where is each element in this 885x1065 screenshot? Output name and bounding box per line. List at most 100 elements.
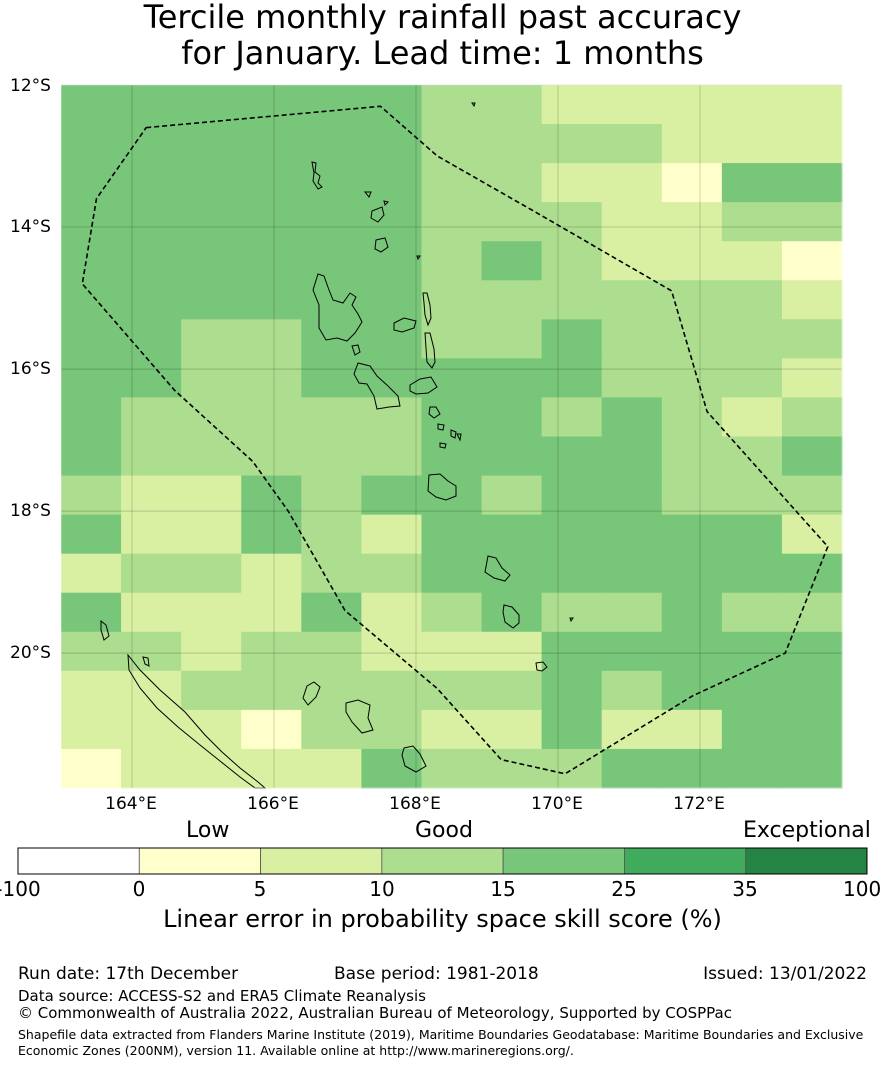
grid-cell: [721, 202, 783, 242]
grid-cell: [121, 163, 182, 203]
grid-cell: [241, 553, 302, 594]
grid-cell: [121, 202, 182, 242]
grid-cell: [481, 631, 543, 672]
coastline-malakula: [353, 362, 401, 410]
grid-cell: [781, 124, 843, 164]
grid-cell: [481, 280, 543, 320]
grid-cell: [121, 670, 182, 711]
grid-cell: [61, 514, 122, 555]
grid-cell: [721, 85, 783, 125]
grid-cell: [721, 592, 783, 633]
grid-cell: [481, 592, 543, 633]
grid-cell: [541, 241, 603, 281]
grid-cell: [661, 748, 723, 789]
coastline-loyalty-islands: [302, 681, 427, 773]
grid-cell: [661, 241, 723, 281]
grid-cell: [301, 709, 362, 750]
grid-cell: [661, 670, 723, 711]
colorbar-tick-2: 5: [253, 877, 267, 901]
coastline-maewo: [422, 292, 432, 327]
grid-cell: [481, 514, 543, 555]
shapefile-credit-2: Economic Zones (200NM), version 11. Avai…: [18, 1043, 574, 1058]
grid-cell: [61, 280, 122, 320]
grid-cell: [541, 163, 603, 203]
grid-cell: [421, 163, 483, 203]
grid-cell: [61, 670, 122, 711]
grid-cell: [721, 670, 783, 711]
run-date: Run date: 17th December: [18, 964, 239, 984]
grid-cell: [541, 514, 603, 555]
grid-cell: [301, 397, 362, 438]
grid-cell: [301, 85, 362, 125]
grid-cell: [661, 358, 723, 399]
grid-cell: [781, 670, 843, 711]
grid-cell: [361, 475, 423, 516]
grid-cell: [121, 553, 182, 594]
grid-cell: [181, 514, 242, 555]
graticule: [61, 84, 842, 788]
grid-cell: [481, 436, 543, 477]
grid-cell: [361, 553, 423, 594]
grid-cell: [481, 475, 543, 516]
grid-cell: [301, 436, 362, 477]
grid-cell: [721, 553, 783, 594]
grid-cell: [721, 631, 783, 672]
grid-cell: [421, 631, 483, 672]
grid-cell: [421, 475, 483, 516]
grid-cell: [241, 124, 302, 164]
colorbar-tick-4: 15: [490, 877, 516, 901]
grid-cell: [361, 631, 423, 672]
grid-cell: [481, 709, 543, 750]
grid-cell: [181, 709, 242, 750]
grid-cell: [541, 709, 603, 750]
issued-date: Issued: 13/01/2022: [703, 964, 867, 984]
coastline-shepherd: [437, 423, 457, 449]
grid-cell: [721, 748, 783, 789]
grid-cell: [61, 436, 122, 477]
grid-cell: [781, 319, 843, 359]
coastline-aneityum: [535, 661, 548, 672]
grid-cell: [61, 709, 122, 750]
grid-cell: [781, 358, 843, 399]
coastline-tanna: [502, 604, 520, 629]
grid-cell: [61, 319, 122, 359]
lat-label-12s: 12°S: [10, 76, 51, 96]
title-line-1: Tercile monthly rainfall past accuracy: [143, 0, 742, 36]
grid-cell: [481, 202, 543, 242]
grid-cell: [121, 241, 182, 281]
grid-cell: [61, 163, 122, 203]
grid-cell: [541, 475, 603, 516]
grid-cell: [181, 163, 242, 203]
colorbar-swatch: [138, 847, 261, 875]
grid-cell: [661, 124, 723, 164]
lon-label-168e: 168°E: [389, 794, 441, 814]
grid-cell: [481, 397, 543, 438]
eez-boundary-dashed: [81, 105, 829, 775]
grid-cell: [661, 436, 723, 477]
grid-cell: [661, 514, 723, 555]
grid-cell: [661, 631, 723, 672]
grid-cell: [181, 592, 242, 633]
grid-cell: [121, 358, 182, 399]
coastline-torres: [311, 161, 323, 190]
grid-cell: [301, 670, 362, 711]
grid-cell: [301, 592, 362, 633]
grid-cell: [121, 709, 182, 750]
grid-cell: [181, 85, 242, 125]
grid-cell: [481, 553, 543, 594]
grid-cell: [181, 631, 242, 672]
grid-cell: [541, 85, 603, 125]
grid-cell: [361, 397, 423, 438]
coastline-espiritu-santo: [312, 273, 363, 342]
grid-cell: [781, 280, 843, 320]
coastline-pentecost: [424, 332, 436, 369]
grid-cell: [61, 553, 122, 594]
grid-cell: [601, 280, 663, 320]
grid-cell: [241, 592, 302, 633]
lat-label-18s: 18°S: [10, 501, 51, 521]
grid-cell: [121, 85, 182, 125]
grid-cell: [121, 631, 182, 672]
grid-cell: [421, 202, 483, 242]
grid-cell: [661, 163, 723, 203]
grid-cell: [121, 280, 182, 320]
